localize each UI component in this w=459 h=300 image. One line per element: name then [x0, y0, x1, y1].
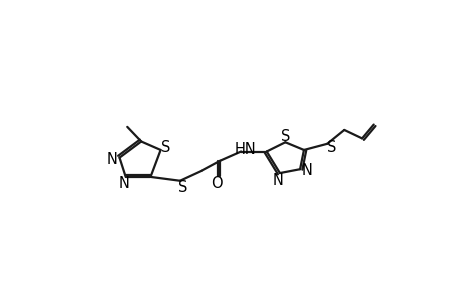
Text: N: N — [301, 163, 312, 178]
Text: O: O — [211, 176, 223, 190]
Text: S: S — [326, 140, 336, 155]
Text: S: S — [281, 129, 290, 144]
Text: N: N — [107, 152, 118, 167]
Text: S: S — [161, 140, 170, 155]
Text: HN: HN — [235, 142, 256, 157]
Text: N: N — [272, 173, 283, 188]
Text: S: S — [177, 180, 186, 195]
Text: N: N — [118, 176, 129, 191]
